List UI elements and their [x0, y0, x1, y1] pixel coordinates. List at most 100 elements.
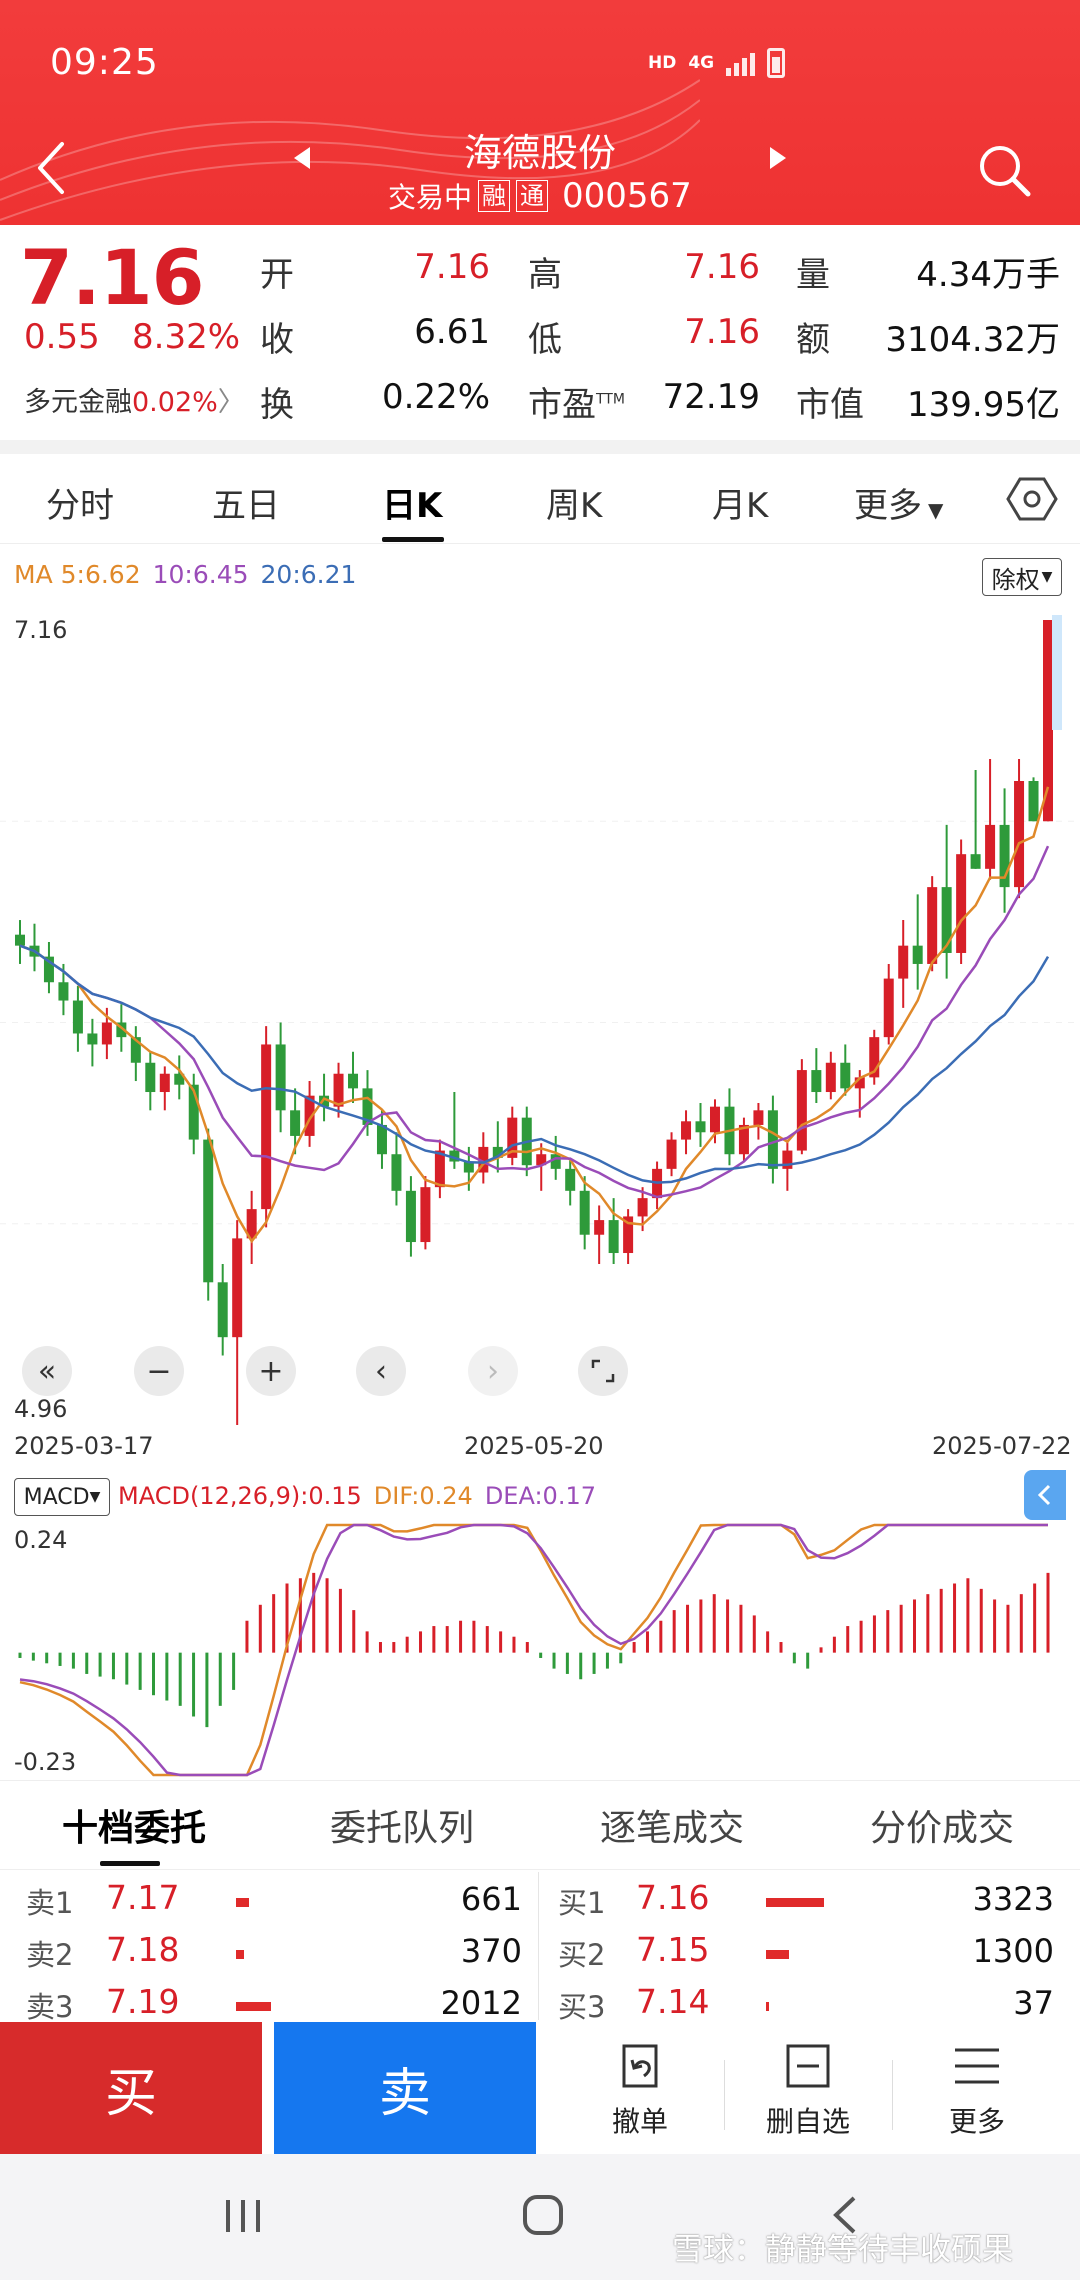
ask-qty: 2012 [440, 1984, 522, 2022]
bid-qty: 37 [1013, 1984, 1054, 2022]
scroll-right-button[interactable]: › [468, 1346, 518, 1396]
tab-order-book[interactable]: 十档委托 [62, 1808, 207, 1849]
candle-body [999, 824, 1010, 888]
tab-order-queue[interactable]: 委托队列 [330, 1808, 475, 1849]
buy-button[interactable]: 买 [0, 2022, 262, 2154]
candle-body [550, 1154, 561, 1169]
candle-body [362, 1088, 373, 1125]
scroll-start-button[interactable]: « [22, 1346, 72, 1396]
sector-label[interactable]: 多元金融0.02%〉 [24, 380, 245, 419]
sell-button[interactable]: 卖 [274, 2022, 536, 2154]
chevron-left-icon: ‹ [375, 1353, 387, 1389]
candle-body [912, 945, 923, 964]
app-header: 09:25 HD 4G 海德股份 交易中 融 通 000567 [0, 0, 1080, 225]
candle-body [608, 1220, 619, 1254]
more-actions-label: 更多 [948, 2105, 1005, 2138]
tab-more[interactable]: 更多 ▼ [854, 478, 943, 527]
cancel-order-button[interactable]: 撤单 [565, 2040, 715, 2150]
scroll-left-button[interactable]: ‹ [356, 1346, 406, 1396]
next-stock-icon[interactable] [768, 145, 788, 171]
dea-line [19, 1523, 1048, 1777]
candle-body [188, 1084, 199, 1140]
candle-body [478, 1146, 489, 1173]
candle-body [811, 1070, 822, 1093]
tab-five-day[interactable]: 五日 [212, 486, 280, 526]
tab-monthly-k[interactable]: 月K [712, 486, 769, 526]
more-actions-button[interactable]: 更多 [902, 2040, 1052, 2150]
dropdown-icon: ▼ [89, 1489, 101, 1505]
home-icon[interactable] [520, 2192, 566, 2238]
prev-stock-icon[interactable] [292, 145, 312, 171]
ask-label: 卖2 [26, 1938, 74, 1972]
candle-body [666, 1139, 677, 1169]
bid-price: 7.15 [636, 1930, 710, 1969]
section-divider [0, 440, 1080, 454]
candle-body [261, 1044, 272, 1210]
fullscreen-button[interactable] [578, 1346, 628, 1396]
bid-volume-bar [766, 2002, 769, 2011]
turnover-value: 0.22% [381, 377, 490, 417]
period-tabs: 分时 五日 日K 周K 月K 更多 ▼ [0, 454, 1080, 544]
candle-body [319, 1095, 330, 1107]
search-icon[interactable] [974, 140, 1034, 200]
action-separator [724, 2060, 725, 2130]
tab-intraday[interactable]: 分时 [46, 486, 114, 526]
close-label: 收 [260, 320, 294, 360]
current-price: 7.16 [20, 233, 205, 322]
candle-body [869, 1037, 880, 1078]
macd-chart[interactable] [0, 1520, 1080, 1780]
tab-price-trades[interactable]: 分价成交 [870, 1808, 1015, 1849]
ask-volume-bar [236, 2002, 271, 2011]
pe-label-text: 市盈 [528, 385, 596, 425]
tab-tick-trades[interactable]: 逐笔成交 [600, 1808, 745, 1849]
chevron-right-icon: › [487, 1353, 499, 1389]
zoom-out-button[interactable]: − [134, 1346, 184, 1396]
header-decoration [0, 79, 700, 221]
ex-rights-select[interactable]: 除权 ▼ [982, 558, 1062, 596]
ask-volume-bar [236, 1950, 244, 1959]
recent-apps-icon[interactable] [220, 2196, 266, 2236]
chart-settings-icon[interactable] [1006, 476, 1058, 522]
tab-weekly-k[interactable]: 周K [546, 486, 603, 526]
order-tabs: 十档委托 委托队列 逐笔成交 分价成交 [0, 1780, 1080, 1870]
candle-body [492, 1146, 503, 1158]
minus-icon: − [146, 1353, 172, 1389]
open-label: 开 [260, 255, 294, 295]
candle-body [43, 956, 54, 983]
indicator-select[interactable]: MACD ▼ [14, 1478, 110, 1516]
ma20-legend: 20:6.21 [260, 560, 357, 589]
system-navigation-bar [0, 2154, 1080, 2280]
candle-body [333, 1073, 344, 1107]
ma5-line [19, 786, 1050, 1244]
x-label-mid: 2025-05-20 [464, 1432, 604, 1460]
pe-value: 72.19 [662, 377, 760, 417]
macd-value: MACD(12,26,9):0.15 [118, 1482, 362, 1510]
back-icon[interactable] [30, 138, 74, 198]
ma10-line [19, 845, 1050, 1199]
indicator-panel-toggle[interactable] [1024, 1470, 1066, 1520]
mktcap-value: 139.95亿 [907, 385, 1060, 425]
remove-watchlist-button[interactable]: 删自选 [733, 2040, 883, 2150]
chevron-left-icon [1037, 1484, 1051, 1506]
tab-daily-k[interactable]: 日K [382, 486, 443, 526]
zoom-in-button[interactable]: + [246, 1346, 296, 1396]
dropdown-icon: ▼ [928, 498, 944, 522]
candlestick-chart[interactable] [0, 600, 1080, 1430]
ask-volume-bar [236, 1898, 249, 1907]
candle-body [767, 1110, 778, 1169]
bid-label: 买2 [558, 1938, 606, 1972]
status-time: 09:25 [50, 42, 159, 83]
quote-panel: 7.16 0.55 8.32% 多元金融0.02%〉 开 7.16 收 6.61… [0, 225, 1080, 440]
dropdown-icon: ▼ [1041, 569, 1053, 585]
pe-label: 市盈TTM [528, 377, 625, 426]
margin-tag: 融 [478, 180, 511, 212]
bid-price: 7.16 [636, 1878, 710, 1917]
system-back-icon[interactable] [830, 2194, 860, 2236]
ma-legend: MA 5:6.62 10:6.45 20:6.21 [14, 560, 356, 589]
active-tab-indicator [382, 537, 444, 542]
macd-y-min-label: -0.23 [14, 1748, 77, 1776]
tab-more-label: 更多 [854, 486, 922, 526]
volume-value: 4.34万手 [916, 255, 1060, 295]
candle-body [174, 1073, 185, 1085]
candle-body [463, 1161, 474, 1173]
